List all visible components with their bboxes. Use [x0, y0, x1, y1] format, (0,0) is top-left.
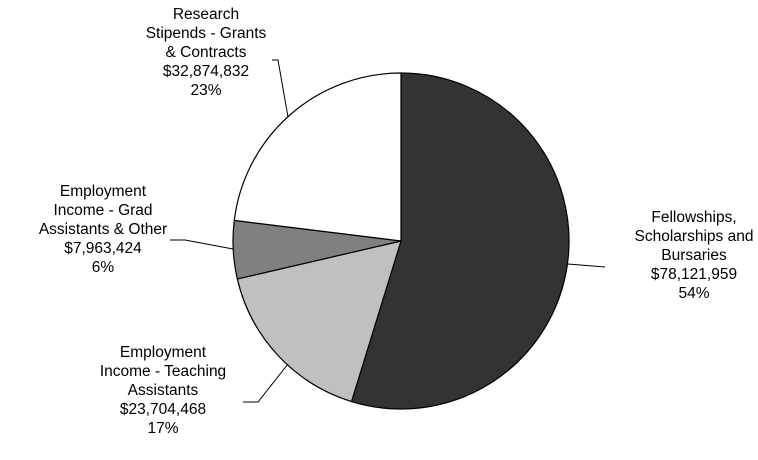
slice-3-value-label: $32,874,832: [163, 63, 249, 80]
leader-line-2: [170, 239, 234, 250]
slice-0-category-line: Fellowships,: [651, 209, 736, 226]
leader-line-3: [272, 59, 289, 118]
slice-1-category-line: Employment: [120, 344, 207, 361]
slice-1-percent-label: 17%: [147, 420, 178, 437]
slice-0-category-line: Bursaries: [661, 247, 727, 264]
leader-line-1: [243, 363, 289, 403]
slice-0-value-label: $78,121,959: [651, 266, 737, 283]
slice-3-category-line: Research: [173, 6, 239, 23]
slice-label-0: Fellowships, Scholarships and Bursaries $78…: [635, 209, 754, 302]
slice-0-category-line: Scholarships and: [635, 228, 754, 245]
pie-slice-1: [236, 240, 402, 403]
slice-3-percent-label: 23%: [190, 82, 221, 99]
pie-slice-0: [350, 72, 570, 410]
slice-2-category-line: Employment: [60, 183, 147, 200]
slice-1-category-line: Assistants: [128, 382, 199, 399]
slice-2-category-line: Assistants & Other: [39, 221, 167, 238]
slice-label-2: Employment Income - Grad Assistants & Othe…: [39, 183, 167, 276]
slice-3-category-line: & Contracts: [166, 44, 247, 61]
slice-3-category-line: Stipends - Grants: [146, 25, 267, 42]
slice-label-3: Research Stipends - Grants & Contracts $32,…: [146, 6, 267, 99]
slice-2-value-label: $7,963,424: [64, 240, 142, 257]
slice-2-percent-label: 6%: [92, 259, 115, 276]
pie-slice-3: [233, 72, 402, 242]
leader-line-0: [567, 263, 606, 268]
slice-1-category-line: Income - Teaching: [100, 363, 226, 380]
slice-1-value-label: $23,704,468: [120, 401, 206, 418]
slice-0-percent-label: 54%: [678, 285, 709, 302]
slice-label-1: Employment Income - Teaching Assistants $23…: [100, 344, 226, 437]
slice-2-category-line: Income - Grad: [53, 202, 152, 219]
